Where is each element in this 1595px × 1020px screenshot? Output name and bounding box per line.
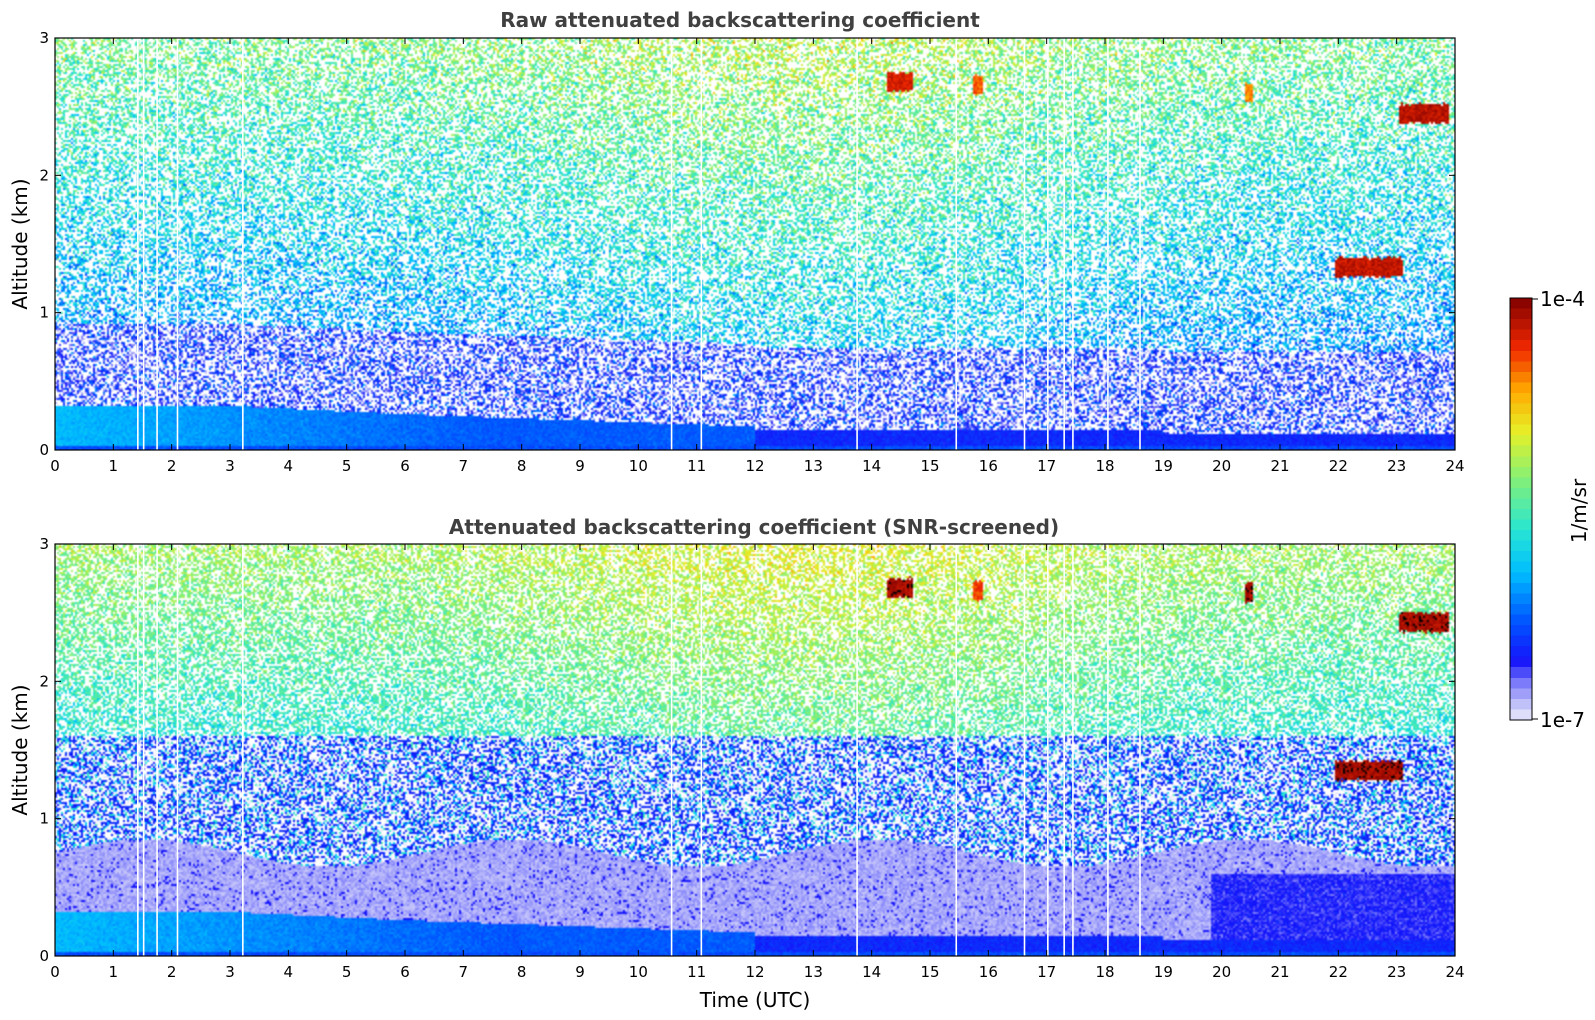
x-tick-label: 9 (575, 963, 585, 981)
y-ticks: 0 1 2 3 (39, 29, 1455, 459)
x-tick-label: 16 (979, 963, 998, 981)
y-axis-label: Altitude (km) (8, 178, 32, 309)
panel-title: Raw attenuated backscattering coefficien… (500, 8, 980, 32)
y-tick-label: 2 (39, 672, 49, 690)
x-tick-label: 11 (687, 457, 706, 475)
panel-title: Attenuated backscattering coefficient (S… (449, 515, 1059, 539)
x-tick-label: 22 (1329, 457, 1348, 475)
heatmap-image (55, 544, 1455, 956)
x-tick-label: 4 (284, 963, 294, 981)
x-tick-label: 3 (225, 963, 235, 981)
y-ticks: 0 1 2 3 (39, 535, 1455, 965)
x-axis-label: Time (UTC) (699, 988, 811, 1012)
x-tick-label: 10 (629, 457, 648, 475)
y-tick-label: 1 (39, 304, 49, 322)
y-tick-label: 3 (39, 535, 49, 553)
colorbar-min-label: 1e-7 (1540, 708, 1585, 732)
x-tick-label: 12 (745, 457, 764, 475)
x-ticks: 0 1 2 3 4 5 6 7 8 9 10 11 12 13 14 15 16 17 18 19 20 21 22 23 24 (50, 544, 1465, 981)
y-axis-label: Altitude (km) (8, 684, 32, 815)
colorbar-frame (1509, 297, 1533, 721)
x-tick-label: 20 (1212, 457, 1231, 475)
x-tick-label: 19 (1154, 963, 1173, 981)
y-tick-label: 1 (39, 810, 49, 828)
x-tick-label: 2 (167, 963, 177, 981)
x-tick-label: 12 (745, 963, 764, 981)
panel-screened: Attenuated backscattering coefficient (S… (8, 515, 1465, 1012)
x-tick-label: 0 (50, 963, 60, 981)
x-tick-label: 17 (1037, 457, 1056, 475)
x-tick-label: 4 (284, 457, 294, 475)
data-gaps (137, 544, 1141, 956)
x-tick-label: 8 (517, 457, 527, 475)
x-tick-label: 1 (109, 963, 119, 981)
x-tick-label: 24 (1445, 457, 1464, 475)
colorbar-label: 1/m/sr (1567, 478, 1591, 543)
x-tick-label: 5 (342, 963, 352, 981)
x-tick-label: 19 (1154, 457, 1173, 475)
x-tick-label: 8 (517, 963, 527, 981)
x-tick-label: 17 (1037, 963, 1056, 981)
colorbar-max-label: 1e-4 (1540, 287, 1585, 311)
x-tick-label: 7 (459, 457, 469, 475)
panel-raw: Raw attenuated backscattering coefficien… (8, 8, 1465, 475)
x-tick-label: 10 (629, 963, 648, 981)
x-tick-label: 2 (167, 457, 177, 475)
x-tick-label: 14 (862, 457, 881, 475)
y-tick-label: 0 (39, 947, 49, 965)
heatmap-image (55, 38, 1455, 450)
x-tick-label: 13 (804, 963, 823, 981)
x-tick-label: 15 (920, 457, 939, 475)
x-tick-label: 3 (225, 457, 235, 475)
x-tick-label: 11 (687, 963, 706, 981)
x-tick-label: 18 (1095, 457, 1114, 475)
x-tick-label: 18 (1095, 963, 1114, 981)
x-tick-label: 1 (109, 457, 119, 475)
x-tick-label: 15 (920, 963, 939, 981)
x-tick-label: 21 (1270, 457, 1289, 475)
x-tick-label: 7 (459, 963, 469, 981)
y-tick-label: 3 (39, 29, 49, 47)
x-tick-label: 13 (804, 457, 823, 475)
x-tick-label: 23 (1387, 457, 1406, 475)
x-tick-label: 0 (50, 457, 60, 475)
data-gaps (137, 38, 1141, 450)
x-tick-label: 14 (862, 963, 881, 981)
x-tick-label: 24 (1445, 963, 1464, 981)
x-ticks: 0 1 2 3 4 5 6 7 8 9 10 11 12 13 14 15 16 17 18 19 20 21 22 23 24 (50, 38, 1465, 475)
x-tick-label: 20 (1212, 963, 1231, 981)
x-tick-label: 9 (575, 457, 585, 475)
x-tick-label: 23 (1387, 963, 1406, 981)
x-tick-label: 6 (400, 457, 410, 475)
x-tick-label: 16 (979, 457, 998, 475)
y-tick-label: 0 (39, 441, 49, 459)
x-tick-label: 21 (1270, 963, 1289, 981)
y-tick-label: 2 (39, 166, 49, 184)
colorbar-gradient (1510, 298, 1532, 720)
x-tick-label: 5 (342, 457, 352, 475)
x-tick-label: 6 (400, 963, 410, 981)
colorbar: 1e-4 1e-7 1/m/sr (1509, 287, 1591, 732)
x-tick-label: 22 (1329, 963, 1348, 981)
